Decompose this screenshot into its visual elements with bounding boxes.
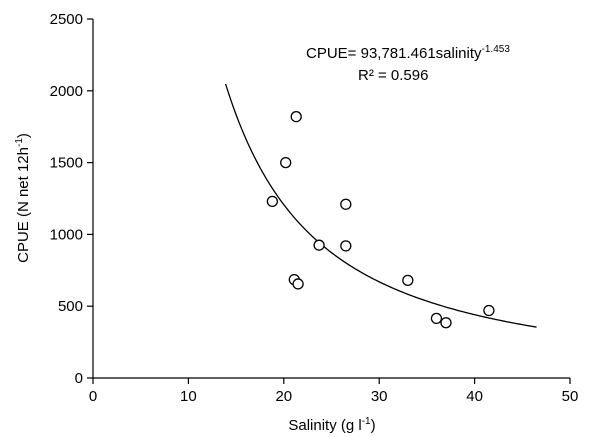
x-tick-label: 0 xyxy=(89,388,97,405)
data-point xyxy=(290,110,302,123)
x-tick-label: 50 xyxy=(562,388,579,405)
data-point xyxy=(266,195,279,208)
data-point xyxy=(292,278,304,290)
y-tick-label: 500 xyxy=(58,298,83,315)
data-point xyxy=(340,198,352,210)
y-tick-label: 1000 xyxy=(50,226,83,243)
data-point xyxy=(340,240,352,252)
y-tick-label: 1500 xyxy=(50,155,83,172)
data-point xyxy=(280,156,292,169)
data-point xyxy=(483,304,495,317)
axes xyxy=(92,19,570,379)
data-point xyxy=(430,312,443,325)
y-axis-title: CPUE (N net 12h-1) xyxy=(14,133,32,263)
fit-curve xyxy=(224,83,537,328)
data-points xyxy=(266,110,495,329)
r-squared-label: R² = 0.596 xyxy=(358,67,428,84)
x-tick-label: 10 xyxy=(180,388,197,405)
x-tick-label: 20 xyxy=(275,388,292,405)
equation-main: CPUE= 93,781.461salinity xyxy=(306,45,482,62)
equation-exponent: -1.453 xyxy=(482,44,511,55)
y-tick-label: 0 xyxy=(75,370,83,387)
data-point xyxy=(313,239,325,251)
x-tick-label: 40 xyxy=(466,388,483,405)
data-point xyxy=(402,274,414,287)
y-tick-label: 2000 xyxy=(50,83,83,100)
x-tick-label: 30 xyxy=(371,388,388,405)
equation-label: CPUE= 93,781.461salinity-1.453 xyxy=(306,44,510,62)
data-point xyxy=(440,317,452,329)
x-axis-title: Salinity (g l-1) xyxy=(288,416,375,434)
y-tick-label: 2500 xyxy=(50,11,83,28)
